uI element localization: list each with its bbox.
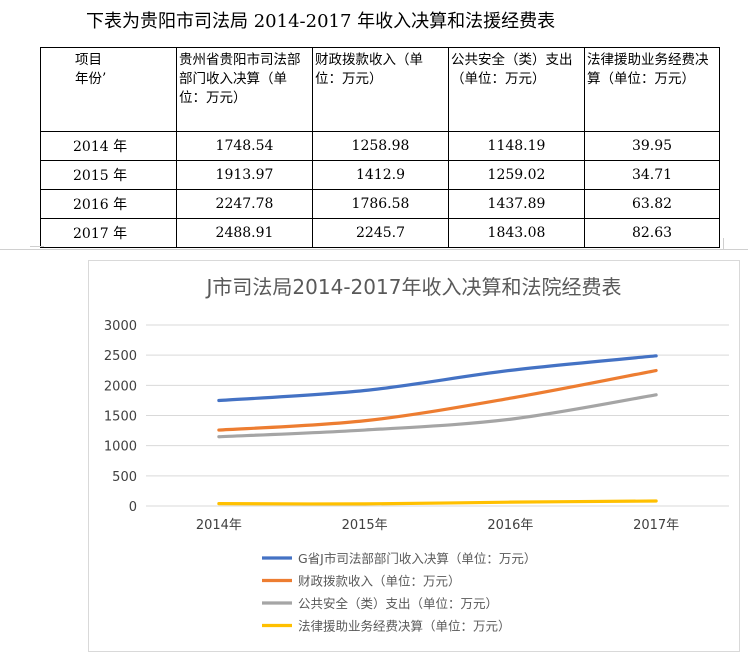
y-tick-label: 1000 (104, 440, 137, 455)
series-line-1 (217, 354, 658, 403)
value-cell: 63.82 (584, 189, 720, 219)
header-fiscal-income: 财政拨款收入（单位：万元） (312, 47, 449, 132)
y-tick-label: 500 (112, 470, 137, 485)
y-tick-label: 0 (129, 500, 137, 515)
value-cell: 1259.02 (448, 160, 585, 190)
header-public-security: 公共安全（类）支出（单位：万元） (448, 47, 585, 132)
year-cell: 2017 年 (40, 218, 177, 248)
legend-label: 公共安全（类）支出（单位：万元） (298, 596, 498, 611)
y-tick-label: 3000 (104, 319, 137, 334)
table-row: 2014 年 1748.54 1258.98 1148.19 39.95 (40, 131, 720, 161)
table-row: 2017 年 2488.91 2245.7 1843.08 82.63 (40, 218, 720, 248)
page-break-mark-right (723, 238, 726, 250)
value-cell: 82.63 (584, 218, 720, 248)
x-tick-label: 2015年 (342, 518, 388, 533)
chart-title: J市司法局2014-2017年收入决算和法院经费表 (205, 275, 622, 299)
value-cell: 39.95 (584, 131, 720, 161)
table-row: 2015 年 1913.97 1412.9 1259.02 34.71 (40, 160, 720, 190)
header-dept-income: 贵州省贵阳市司法部部门收入决算（单位：万元） (176, 47, 313, 132)
line-chart: J市司法局2014-2017年收入决算和法院经费表 0 500 1000 1500 20… (104, 275, 729, 634)
value-cell: 1748.54 (176, 131, 313, 161)
value-cell: 1437.89 (448, 189, 585, 219)
legend-label: G省J市司法部部门收入决算（单位：万元） (298, 551, 536, 566)
page-break-line (0, 249, 748, 250)
y-axis-tick-labels: 0 500 1000 1500 2000 2500 3000 (104, 319, 137, 515)
document-title: 下表为贵阳市司法局 2014-2017 年收入决算和法援经费表 (86, 11, 556, 32)
series-lines (217, 354, 658, 506)
data-table: 项目 年份’ 贵州省贵阳市司法部部门收入决算（单位：万元） 财政拨款收入（单位：… (40, 47, 720, 248)
value-cell: 1843.08 (448, 218, 585, 248)
value-cell: 2247.78 (176, 189, 313, 219)
y-tick-label: 2000 (104, 379, 137, 394)
y-tick-label: 1500 (104, 410, 137, 425)
series-line-2 (217, 368, 658, 432)
series-line-4 (217, 499, 658, 506)
corner-label-item: 项目 (75, 52, 102, 68)
legend-label: 法律援助业务经费决算（单位：万元） (298, 619, 511, 634)
value-cell: 1412.9 (312, 160, 449, 190)
header-legal-aid: 法律援助业务经费决算（单位：万元） (584, 47, 720, 132)
value-cell: 1258.98 (312, 131, 449, 161)
year-cell: 2016 年 (40, 189, 177, 219)
legend-label: 财政拨款收入（单位：万元） (298, 574, 461, 589)
y-tick-label: 2500 (104, 349, 137, 364)
value-cell: 2245.7 (312, 218, 449, 248)
value-cell: 1786.58 (312, 189, 449, 219)
x-axis-tick-labels: 2014年 2015年 2016年 2017年 (196, 518, 679, 533)
chart-frame: J市司法局2014-2017年收入决算和法院经费表 0 500 1000 1500 20… (88, 260, 740, 652)
value-cell: 34.71 (584, 160, 720, 190)
table-row: 2016 年 2247.78 1786.58 1437.89 63.82 (40, 189, 720, 219)
value-cell: 2488.91 (176, 218, 313, 248)
legend: G省J市司法部部门收入决算（单位：万元） 财政拨款收入（单位：万元） 公共安全（类）… (262, 551, 536, 634)
corner-label-year: 年份’ (75, 71, 107, 87)
x-tick-label: 2017年 (633, 518, 679, 533)
page-break-mark-left (30, 246, 44, 250)
x-tick-label: 2016年 (487, 518, 533, 533)
x-tick-label: 2014年 (196, 518, 242, 533)
year-cell: 2015 年 (40, 160, 177, 190)
header-corner-cell: 项目 年份’ (40, 47, 177, 132)
value-cell: 1148.19 (448, 131, 585, 161)
gridlines (146, 324, 729, 507)
series-line-3 (217, 393, 658, 439)
table-header-row: 项目 年份’ 贵州省贵阳市司法部部门收入决算（单位：万元） 财政拨款收入（单位：… (40, 47, 720, 132)
year-cell: 2014 年 (40, 131, 177, 161)
value-cell: 1913.97 (176, 160, 313, 190)
